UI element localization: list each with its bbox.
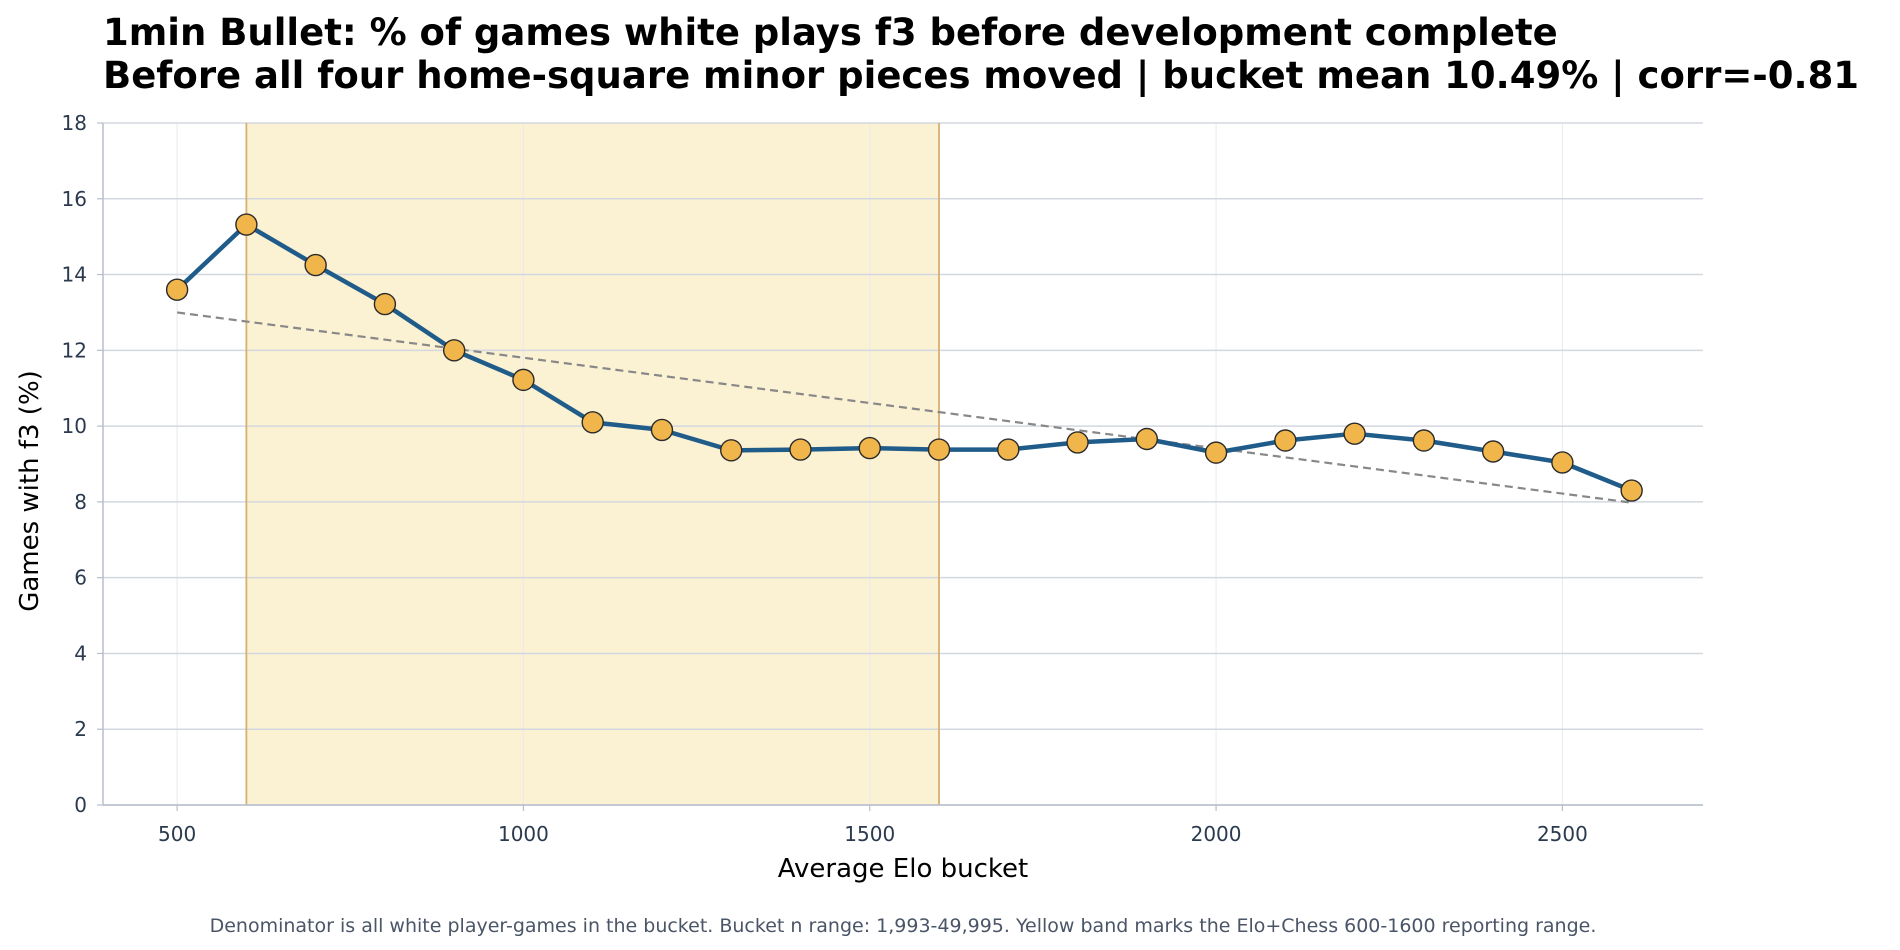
y-tick-label: 0 bbox=[74, 793, 87, 817]
y-tick-label: 16 bbox=[62, 187, 87, 211]
data-point bbox=[1551, 451, 1574, 474]
x-tick-label: 2500 bbox=[1537, 822, 1588, 846]
trend-line bbox=[176, 311, 1632, 504]
x-axis-label: Average Elo bucket bbox=[778, 854, 1028, 884]
data-point bbox=[165, 278, 189, 301]
data-point bbox=[512, 368, 535, 392]
y-tick-label: 14 bbox=[62, 263, 87, 287]
data-point bbox=[1204, 441, 1228, 464]
data-point bbox=[858, 436, 881, 460]
y-tick-label: 4 bbox=[74, 641, 87, 665]
data-point bbox=[304, 253, 327, 277]
y-tick-label: 18 bbox=[62, 111, 87, 135]
x-tick-label: 1000 bbox=[498, 822, 549, 846]
data-point bbox=[1343, 422, 1366, 445]
x-tick-label: 2000 bbox=[1191, 822, 1242, 846]
y-tick-label: 8 bbox=[74, 490, 87, 514]
data-point bbox=[442, 339, 466, 362]
x-tick-label: 500 bbox=[158, 822, 196, 846]
highlight-band bbox=[246, 123, 940, 805]
data-point bbox=[720, 439, 743, 462]
data-point bbox=[927, 438, 951, 461]
y-tick-label: 12 bbox=[62, 338, 87, 362]
data-point bbox=[1412, 429, 1436, 452]
data-point bbox=[235, 213, 258, 236]
data-point bbox=[1135, 427, 1159, 451]
chart-footnote: Denominator is all white player-games in… bbox=[210, 915, 1597, 937]
chart-subtitle: Before all four home-square minor pieces… bbox=[103, 54, 1859, 97]
plot-area: 500 1000 1500 2000 2500 0 2 4 6 8 10 12 14 16 18 bbox=[62, 111, 1703, 846]
series-line bbox=[174, 222, 1634, 493]
data-point bbox=[789, 438, 812, 461]
data-point bbox=[1274, 429, 1297, 452]
y-tick-label: 10 bbox=[62, 414, 87, 438]
data-point bbox=[581, 411, 604, 434]
y-axis-label: Games with f3 (%) bbox=[15, 370, 45, 612]
y-tick-label: 2 bbox=[74, 717, 87, 741]
data-point bbox=[1620, 479, 1643, 502]
y-tick-label: 6 bbox=[74, 566, 87, 590]
data-point bbox=[1066, 431, 1089, 454]
chart-title: 1min Bullet: % of games white plays f3 b… bbox=[103, 11, 1558, 54]
x-tick-label: 1500 bbox=[844, 822, 895, 846]
data-point bbox=[1481, 440, 1505, 463]
data-point bbox=[997, 438, 1020, 461]
data-point bbox=[373, 292, 397, 316]
data-point bbox=[650, 418, 674, 442]
